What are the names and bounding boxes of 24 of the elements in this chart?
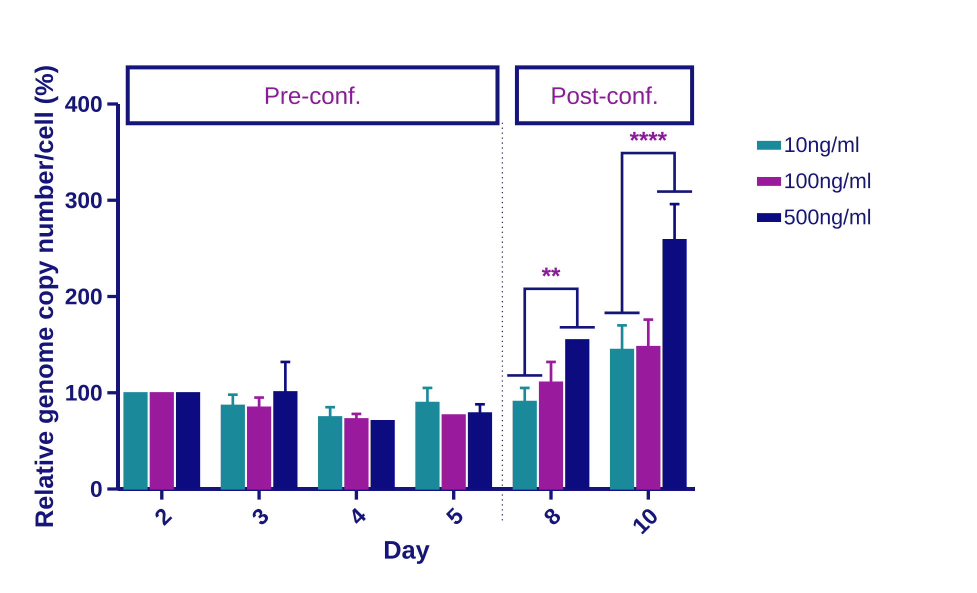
y-tick-label: 0 (90, 480, 102, 498)
legend-label: 100ng/ml (785, 172, 870, 193)
y-tick-label: 300 (65, 192, 102, 208)
annotation: **** (630, 132, 667, 141)
y-tick-label: 100 (66, 384, 102, 401)
legend-label: 500ng/ml (784, 208, 870, 229)
band-label: Post-conf. (552, 86, 656, 104)
x-tick-label: 10 (634, 509, 657, 534)
bar (442, 414, 466, 490)
bar (344, 418, 368, 490)
bar (150, 392, 174, 490)
annotation: ** (542, 268, 560, 276)
band-label: Pre-conf. (266, 86, 360, 104)
y-tick-label: 400 (65, 96, 102, 112)
y-tick-label: 200 (66, 288, 102, 305)
x-tick-label: 4 (352, 508, 366, 524)
x-tick-label: 3 (252, 508, 268, 524)
bar (123, 392, 148, 490)
x-tick-label: 2 (155, 508, 172, 526)
legend-label: 10ng/ml (785, 136, 858, 156)
x-tick-label: 8 (544, 508, 560, 524)
y-axis-title: Relative genome copy number/cell (%) (34, 66, 58, 526)
x-tick-label: 5 (446, 507, 462, 524)
x-axis-title: Day (384, 541, 430, 564)
